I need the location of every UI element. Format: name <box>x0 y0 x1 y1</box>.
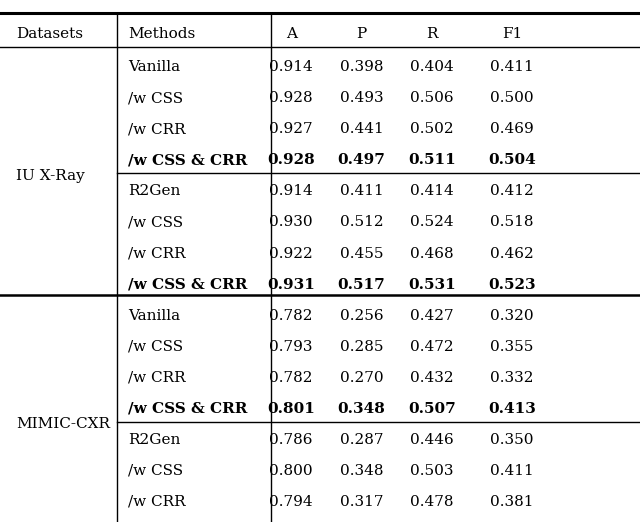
Text: 0.404: 0.404 <box>410 60 454 74</box>
Text: 0.446: 0.446 <box>410 433 454 447</box>
Text: 0.348: 0.348 <box>340 464 383 478</box>
Text: 0.412: 0.412 <box>490 184 534 198</box>
Text: 0.922: 0.922 <box>269 246 313 260</box>
Text: 0.411: 0.411 <box>340 184 383 198</box>
Text: 0.511: 0.511 <box>408 153 456 168</box>
Text: /w CRR: /w CRR <box>128 246 186 260</box>
Text: 0.441: 0.441 <box>340 122 383 136</box>
Text: 0.462: 0.462 <box>490 246 534 260</box>
Text: 0.801: 0.801 <box>268 402 315 416</box>
Text: Datasets: Datasets <box>16 27 83 41</box>
Text: /w CRR: /w CRR <box>128 495 186 509</box>
Text: 0.914: 0.914 <box>269 184 313 198</box>
Text: 0.381: 0.381 <box>490 495 534 509</box>
Text: 0.472: 0.472 <box>410 340 454 354</box>
Text: 0.469: 0.469 <box>490 122 534 136</box>
Text: /w CSS: /w CSS <box>128 340 183 354</box>
Text: 0.355: 0.355 <box>490 340 534 354</box>
Text: 0.523: 0.523 <box>488 278 536 292</box>
Text: 0.786: 0.786 <box>269 433 313 447</box>
Text: Vanilla: Vanilla <box>128 60 180 74</box>
Text: 0.502: 0.502 <box>410 122 454 136</box>
Text: 0.317: 0.317 <box>340 495 383 509</box>
Text: /w CSS: /w CSS <box>128 91 183 105</box>
Text: 0.455: 0.455 <box>340 246 383 260</box>
Text: R2Gen: R2Gen <box>128 433 180 447</box>
Text: 0.320: 0.320 <box>490 309 534 323</box>
Text: A: A <box>285 27 297 41</box>
Text: 0.782: 0.782 <box>269 309 313 323</box>
Text: 0.411: 0.411 <box>490 464 534 478</box>
Text: 0.782: 0.782 <box>269 371 313 385</box>
Text: 0.914: 0.914 <box>269 60 313 74</box>
Text: 0.270: 0.270 <box>340 371 383 385</box>
Text: 0.518: 0.518 <box>490 216 534 230</box>
Text: MIMIC-CXR: MIMIC-CXR <box>16 418 110 431</box>
Text: Vanilla: Vanilla <box>128 309 180 323</box>
Text: /w CSS: /w CSS <box>128 216 183 230</box>
Text: R2Gen: R2Gen <box>128 184 180 198</box>
Text: 0.432: 0.432 <box>410 371 454 385</box>
Text: R: R <box>426 27 438 41</box>
Text: 0.427: 0.427 <box>410 309 454 323</box>
Text: 0.468: 0.468 <box>410 246 454 260</box>
Text: 0.478: 0.478 <box>410 495 454 509</box>
Text: 0.928: 0.928 <box>268 153 315 168</box>
Text: 0.500: 0.500 <box>490 91 534 105</box>
Text: 0.504: 0.504 <box>488 153 536 168</box>
Text: /w CSS & CRR: /w CSS & CRR <box>128 278 248 292</box>
Text: 0.517: 0.517 <box>338 278 385 292</box>
Text: /w CRR: /w CRR <box>128 122 186 136</box>
Text: /w CSS & CRR: /w CSS & CRR <box>128 402 248 416</box>
Text: P: P <box>356 27 367 41</box>
Text: 0.256: 0.256 <box>340 309 383 323</box>
Text: 0.411: 0.411 <box>490 60 534 74</box>
Text: 0.350: 0.350 <box>490 433 534 447</box>
Text: 0.800: 0.800 <box>269 464 313 478</box>
Text: 0.398: 0.398 <box>340 60 383 74</box>
Text: 0.512: 0.512 <box>340 216 383 230</box>
Text: 0.287: 0.287 <box>340 433 383 447</box>
Text: 0.524: 0.524 <box>410 216 454 230</box>
Text: 0.506: 0.506 <box>410 91 454 105</box>
Text: 0.414: 0.414 <box>410 184 454 198</box>
Text: 0.497: 0.497 <box>338 153 385 168</box>
Text: 0.928: 0.928 <box>269 91 313 105</box>
Text: 0.493: 0.493 <box>340 91 383 105</box>
Text: /w CSS & CRR: /w CSS & CRR <box>128 153 248 168</box>
Text: 0.927: 0.927 <box>269 122 313 136</box>
Text: 0.794: 0.794 <box>269 495 313 509</box>
Text: 0.531: 0.531 <box>408 278 456 292</box>
Text: 0.332: 0.332 <box>490 371 534 385</box>
Text: 0.931: 0.931 <box>268 278 315 292</box>
Text: 0.793: 0.793 <box>269 340 313 354</box>
Text: 0.413: 0.413 <box>488 402 536 416</box>
Text: Methods: Methods <box>128 27 195 41</box>
Text: F1: F1 <box>502 27 522 41</box>
Text: /w CRR: /w CRR <box>128 371 186 385</box>
Text: 0.930: 0.930 <box>269 216 313 230</box>
Text: IU X-Ray: IU X-Ray <box>16 169 84 183</box>
Text: 0.503: 0.503 <box>410 464 454 478</box>
Text: 0.285: 0.285 <box>340 340 383 354</box>
Text: 0.507: 0.507 <box>408 402 456 416</box>
Text: /w CSS: /w CSS <box>128 464 183 478</box>
Text: 0.348: 0.348 <box>338 402 385 416</box>
